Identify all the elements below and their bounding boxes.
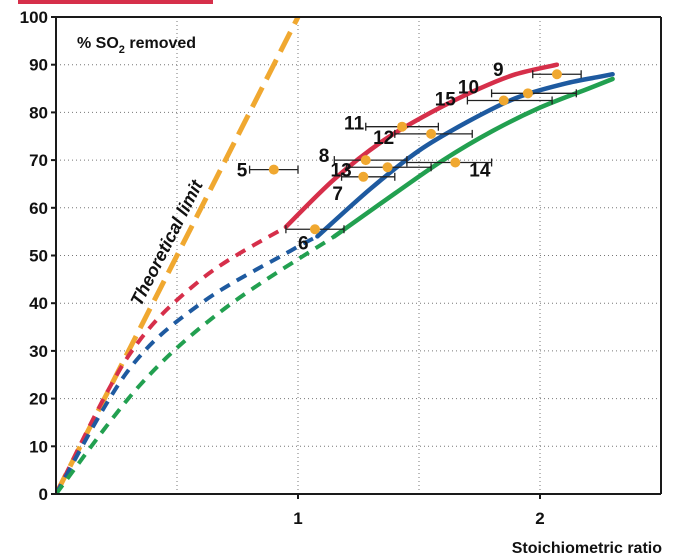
x-axis-title: Stoichiometric ratio [512,540,662,557]
theoretical-limit-label: Theoretical limit [127,176,208,309]
curve-solid-2 [315,71,615,239]
curve-dashed-1 [56,225,287,494]
curve-dashed-2 [56,234,319,494]
point-label: 7 [332,184,343,205]
y-tick-label: 80 [29,103,48,122]
point-label: 8 [319,146,330,167]
data-point [522,88,533,99]
point-label: 5 [237,161,248,182]
y-tick-label: 90 [29,56,48,75]
data-points [268,69,562,235]
y-tick-label: 10 [29,437,48,456]
header-accent-bar [18,0,213,4]
y-tick-label: 70 [29,151,48,170]
data-point [498,95,509,106]
data-point [450,157,461,168]
point-label: 14 [469,160,491,181]
point-label: 10 [458,77,479,98]
y-tick-label: 40 [29,294,48,313]
data-point [360,155,371,166]
point-label: 12 [373,128,394,149]
y-tick-label: 30 [29,342,48,361]
y-tick-label: 0 [39,485,48,504]
point-label: 13 [331,160,352,181]
y-tick-label: 50 [29,247,48,266]
grid-lines [56,17,661,494]
data-point [382,162,393,173]
point-label: 15 [435,89,457,110]
point-label: 11 [344,114,365,135]
x-tick-label: 1 [293,509,302,528]
data-point [358,171,369,182]
data-point [309,224,320,235]
theoretical-limit-line [56,17,301,494]
curve-solid-3 [332,76,615,239]
curve-dashed-3 [56,234,336,494]
fitted-curves [56,17,615,494]
data-point [426,128,437,139]
data-point [268,164,279,175]
data-point [551,69,562,80]
data-point [397,121,408,132]
y-tick-label: 100 [20,8,48,27]
y-axis-title: % SO2 removed [77,35,196,56]
curve-solid-1 [283,62,560,230]
point-label: 9 [493,60,504,81]
y-tick-label: 60 [29,199,48,218]
x-tick-label: 2 [535,509,544,528]
y-tick-label: 20 [29,390,48,409]
point-label: 6 [298,233,309,254]
